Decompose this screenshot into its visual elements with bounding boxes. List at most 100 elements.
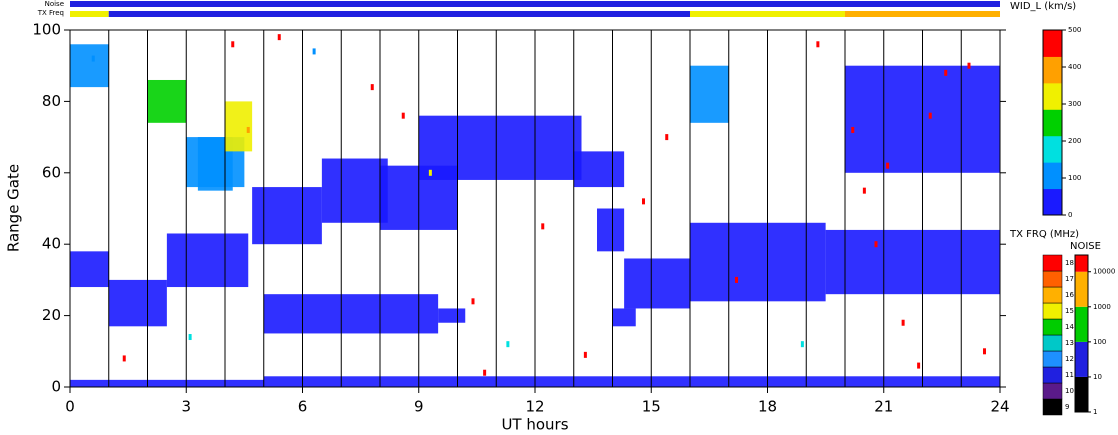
width-colorbar-cell xyxy=(1043,188,1062,216)
colorbar-tick-label: 16 xyxy=(1065,291,1074,299)
echo-point xyxy=(851,126,855,133)
echo-point xyxy=(583,351,587,358)
freq-colorbar-cell xyxy=(1042,270,1063,288)
echo-point xyxy=(428,169,432,176)
noise-colorbar-cell xyxy=(1075,306,1088,342)
echo-point xyxy=(983,348,986,355)
echo-point xyxy=(816,41,820,48)
colorbar-tick-label: 100 xyxy=(1068,174,1081,182)
colorbar-tick-label: 0 xyxy=(1068,211,1072,219)
echo-patch xyxy=(263,376,1000,387)
width-colorbar-cell xyxy=(1043,30,1062,57)
echo-patch xyxy=(438,308,466,323)
colorbar-tick-label: 11 xyxy=(1065,371,1074,379)
echo-point xyxy=(231,41,235,48)
echo-point xyxy=(401,112,405,119)
freq-scale-title: TX FRQ (MHz) xyxy=(1009,229,1079,240)
freq-colorbar-cell xyxy=(1042,350,1063,368)
txfreq-bar xyxy=(70,11,109,17)
echo-point xyxy=(886,162,890,169)
echo-point xyxy=(665,134,669,141)
echo-point xyxy=(246,126,250,133)
noise-colorbar-cell xyxy=(1075,376,1088,412)
echo-patch xyxy=(573,151,625,188)
txfreq-bar-label: TX Freq xyxy=(37,9,64,17)
echo-patch xyxy=(70,251,109,288)
echo-patch xyxy=(597,208,625,252)
echo-point xyxy=(944,69,948,76)
echo-patch xyxy=(147,79,187,123)
freq-colorbar-cell xyxy=(1042,302,1063,320)
y-tick-label: 20 xyxy=(42,306,61,324)
x-axis-label: UT hours xyxy=(501,416,568,434)
colorbar-tick-label: 10000 xyxy=(1093,268,1115,276)
txfreq-bar xyxy=(108,11,690,17)
x-tick-label: 21 xyxy=(874,398,893,416)
colorbar-tick-label: 100 xyxy=(1093,338,1106,346)
colorbar-tick-label: 12 xyxy=(1065,355,1074,363)
echo-point xyxy=(370,84,374,91)
x-tick-label: 9 xyxy=(414,398,424,416)
echo-patch xyxy=(166,233,249,288)
echo-point xyxy=(122,355,126,362)
x-tick-label: 12 xyxy=(525,398,544,416)
echo-point xyxy=(917,362,921,369)
noise-scale-title: NOISE xyxy=(1070,241,1101,252)
freq-colorbar-cell xyxy=(1042,286,1063,304)
freq-colorbar-cell xyxy=(1042,334,1063,352)
noise-colorbar-cell xyxy=(1075,271,1088,307)
echo-point xyxy=(506,341,510,348)
echo-patch xyxy=(624,258,690,309)
freq-colorbar-cell xyxy=(1042,366,1063,384)
freq-colorbar-cell xyxy=(1042,318,1063,336)
noise-colorbar-cell xyxy=(1075,255,1088,272)
echo-point xyxy=(874,241,878,248)
y-tick-label: 60 xyxy=(42,163,61,181)
freq-colorbar-cell xyxy=(1042,382,1063,400)
echo-point xyxy=(928,112,932,119)
y-axis-label: Range Gate xyxy=(5,164,23,252)
echo-point xyxy=(967,62,971,69)
y-tick-label: 100 xyxy=(32,21,61,39)
colorbar-tick-label: 14 xyxy=(1065,323,1074,331)
echo-point xyxy=(541,223,545,230)
echo-point xyxy=(642,198,645,205)
y-tick-label: 40 xyxy=(42,235,61,253)
txfreq-bar xyxy=(690,11,845,17)
width-colorbar-cell xyxy=(1043,109,1062,137)
echo-point xyxy=(862,187,866,194)
txfreq-bar xyxy=(845,11,1000,17)
y-tick-label: 0 xyxy=(51,378,61,396)
echo-patch xyxy=(612,308,636,327)
x-tick-label: 6 xyxy=(298,398,308,416)
echo-patch xyxy=(690,222,826,302)
echo-patch xyxy=(418,115,582,180)
noise-colorbar-frame xyxy=(1074,254,1089,413)
y-tick-label: 80 xyxy=(42,92,61,110)
echo-point xyxy=(471,298,475,305)
colorbar-tick-label: 200 xyxy=(1068,137,1081,145)
echo-patch xyxy=(70,379,264,387)
echo-patch xyxy=(108,279,167,327)
colorbar-tick-label: 500 xyxy=(1068,26,1081,34)
width-colorbar-cell xyxy=(1043,135,1062,163)
echo-point xyxy=(735,276,738,283)
colorbar-tick-label: 13 xyxy=(1065,339,1074,347)
x-tick-label: 3 xyxy=(181,398,191,416)
colorbar-tick-label: 10 xyxy=(1093,373,1102,381)
width-colorbar-cell xyxy=(1043,82,1062,110)
freq-colorbar-cell xyxy=(1042,254,1063,272)
freq-colorbar-cell xyxy=(1042,398,1063,416)
echo-patch xyxy=(690,65,729,123)
noise-colorbar-cell xyxy=(1075,341,1088,377)
echo-patch xyxy=(225,101,253,152)
width-colorbar-frame xyxy=(1042,29,1063,216)
echo-point xyxy=(312,48,316,55)
echo-point xyxy=(800,341,804,348)
echo-patch xyxy=(825,229,1000,295)
colorbar-tick-label: 15 xyxy=(1065,307,1074,315)
x-tick-label: 18 xyxy=(758,398,777,416)
noise-bar xyxy=(70,1,1000,7)
width-colorbar-cell xyxy=(1043,162,1062,190)
